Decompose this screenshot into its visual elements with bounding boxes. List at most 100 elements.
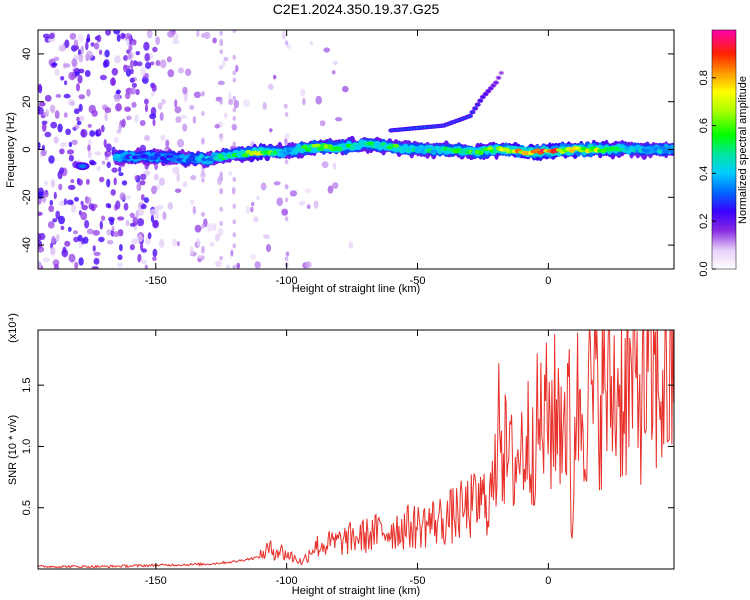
spectrogram-noise-point [48,155,55,164]
spectrogram-noise-point [47,221,55,229]
spectrogram-streak-point [232,115,237,121]
spectrogram-noise-point [47,38,55,43]
spectrogram-noise-point [309,41,314,46]
spectrogram-noise-point [102,60,108,68]
spectrogram-noise-point [113,136,119,144]
spectrogram-noise-point [144,135,151,141]
spectrogram-noise-point [45,109,50,117]
spectrogram-noise-point [105,143,112,152]
spectrogram-noise-point [117,216,125,221]
spectrogram-noise-point [112,231,120,238]
spectrogram-noise-point [174,106,182,114]
spectrogram-noise-point [332,60,339,66]
spectrogram-ridge-point [304,147,312,152]
spectrogram-noise-point [155,60,161,66]
spectrogram-noise-point [54,68,60,76]
spectrogram-noise-point [64,80,68,86]
spectrogram-noise-point [174,99,178,108]
x-tick-label: -100 [276,575,298,587]
spectrogram-noise-point [158,239,165,248]
colorbar-tick-label: 0.2 [698,214,710,229]
spectrogram-noise-point [86,228,94,235]
spectrogram-noise-point [137,207,145,217]
spectrogram-streak-point [232,95,237,101]
spectrogram-noise-point [125,115,132,121]
spectrogram-noise-point [289,190,298,197]
snr-xlabel: Height of straight line (km) [292,585,420,597]
y-tick-label: 20 [21,96,33,108]
spectrogram-noise-point [273,74,277,80]
spectrogram-streak-point [232,107,237,113]
spectrogram-noise-point [77,178,83,186]
spectrogram-noise-point [179,114,187,119]
spectrogram-streak-point [219,133,223,139]
spectrogram-noise-point [136,183,142,192]
spectrogram-noise-point [38,246,45,253]
spectrogram-xlabel: Height of straight line (km) [292,283,420,295]
spectrogram-streak-point [232,264,237,269]
spectrogram-noise-point [70,179,75,184]
spectrogram-noise-point [80,200,84,206]
spectrogram-noise-point [125,92,131,100]
spectrogram-noise-point [190,174,197,181]
spectrogram-ridge-point [656,148,664,154]
y-tick-label: -40 [21,237,33,253]
spectrogram-noise-point [203,31,211,40]
spectrogram-noise-point [59,148,65,155]
spectrogram-noise-point [100,124,105,133]
spectrogram-noise-point [123,202,129,211]
spectrogram-noise-point [139,180,146,186]
spectrogram-noise-point [139,173,147,181]
spectrogram-noise-point [51,62,58,67]
spectrogram-noise-point [84,219,90,229]
spectrogram-noise-point [77,33,84,43]
spectrogram-noise-point [153,173,159,181]
spectrogram-noise-point [106,161,112,169]
spectrogram-noise-point [41,123,47,132]
spectrogram-noise-point [86,88,91,97]
spectrogram-streak-point [232,77,237,83]
spectrogram-noise-point [77,74,83,84]
spectrogram-noise-point [81,128,85,138]
spectrogram-noise-point [335,117,343,122]
spectrogram-noise-point [134,114,139,123]
spectrogram-noise-point [106,239,114,245]
spectrogram-noise-point [53,191,57,200]
spectrogram-upper-point [468,114,472,118]
spectrogram-noise-point [262,102,267,110]
spectrogram-noise-point [263,234,270,240]
spectrogram-noise-point [106,178,111,188]
spectrogram-noise-point [298,200,306,206]
spectrogram-noise-point [327,185,334,194]
spectrogram-noise-point [99,176,105,183]
spectrogram-noise-point [152,46,158,53]
spectrogram-noise-point [99,49,103,55]
spectrogram-noise-point [99,220,104,230]
spectrogram-ridge-point [153,153,161,158]
spectrogram-noise-point [194,224,202,233]
spectrogram-noise-point [167,202,173,210]
spectrogram-noise-point [189,199,195,205]
spectrogram-noise-point [116,34,121,42]
spectrogram-noise-point [78,103,83,112]
spectrogram-noise-point [212,37,217,44]
spectrogram-noise-point [141,248,147,253]
spectrogram-noise-point [144,264,148,269]
spectrogram-noise-point [68,184,76,191]
spectrogram-noise-point [144,52,150,62]
spectrogram-streak-point [284,112,289,117]
spectrogram-noise-point [105,203,111,208]
spectrogram-streak-point [201,139,205,145]
spectrogram-noise-point [67,98,76,106]
spectrogram-upper-point [478,99,482,102]
snr-frame [37,329,675,570]
spectrogram-noise-point [166,56,172,63]
figure-title: C2E1.2024.350.19.37.G25 [273,1,440,17]
y-tick-label: 0 [21,146,33,152]
spectrogram-noise-point [129,244,135,251]
spectrogram-noise-point [253,216,259,223]
spectrogram-streak-point [232,219,237,225]
spectrogram-noise-point [128,45,133,52]
spectrogram-noise-point [88,139,92,146]
spectrogram-noise-point [313,200,319,209]
